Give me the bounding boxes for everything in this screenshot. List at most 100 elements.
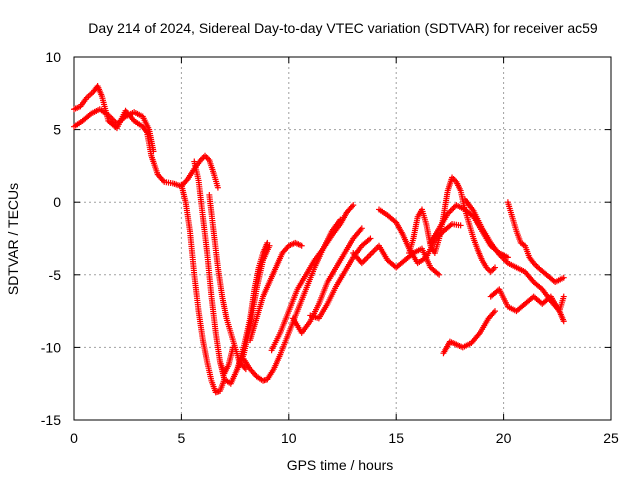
interpolated-points <box>254 295 266 320</box>
interpolated-points <box>451 221 462 229</box>
data-point <box>560 318 567 325</box>
chart-title: Day 214 of 2024, Sidereal Day-to-day VTE… <box>88 20 598 36</box>
interpolated-points <box>72 119 84 129</box>
interpolated-points <box>204 361 214 382</box>
interpolated-points <box>191 273 202 312</box>
x-axis-label: GPS time / hours <box>287 457 394 473</box>
interpolated-points <box>532 280 544 292</box>
interpolated-points <box>91 84 100 94</box>
interpolated-points <box>115 114 128 126</box>
data-point <box>504 254 511 261</box>
interpolated-points <box>536 265 549 277</box>
interpolated-points <box>342 256 356 274</box>
interpolated-points <box>265 367 276 381</box>
series-track-9 <box>240 216 344 384</box>
interpolated-points <box>454 342 465 350</box>
interpolated-points <box>437 212 450 230</box>
interpolated-points <box>195 310 206 342</box>
interpolated-points <box>519 240 527 248</box>
interpolated-points <box>514 302 527 313</box>
x-tick-label: 0 <box>70 430 78 446</box>
data-point <box>457 222 464 229</box>
series-track-20 <box>487 286 567 315</box>
interpolated-points <box>463 197 476 213</box>
interpolated-points <box>334 251 347 269</box>
series-track-2 <box>71 106 157 155</box>
interpolated-points <box>228 331 238 349</box>
interpolated-points <box>156 173 166 184</box>
data-points <box>71 83 567 396</box>
interpolated-points <box>497 288 510 308</box>
data-point <box>367 235 374 242</box>
interpolated-points <box>515 265 527 275</box>
interpolated-points <box>466 223 476 240</box>
data-point <box>492 264 499 271</box>
data-point <box>150 148 157 155</box>
interpolated-points <box>140 115 152 131</box>
interpolated-points <box>200 339 210 363</box>
series-track-17 <box>461 196 567 325</box>
data-point <box>560 293 567 300</box>
interpolated-points <box>214 388 222 395</box>
data-point <box>367 251 374 258</box>
interpolated-points <box>429 265 441 277</box>
interpolated-points <box>416 255 428 266</box>
interpolated-points <box>241 357 253 371</box>
interpolated-points <box>228 367 240 385</box>
series-track-8 <box>247 239 305 344</box>
interpolated-points <box>81 111 93 123</box>
interpolated-points <box>557 295 567 313</box>
interpolated-points <box>219 295 230 320</box>
data-point <box>492 308 499 315</box>
interpolated-points <box>475 248 485 262</box>
interpolated-points <box>146 128 157 153</box>
y-tick-label: -15 <box>41 412 61 428</box>
interpolated-points <box>269 331 283 352</box>
interpolated-points <box>273 251 285 269</box>
interpolated-points <box>523 270 536 284</box>
x-tick-label: 20 <box>496 430 512 446</box>
interpolated-points <box>463 207 476 219</box>
interpolated-points <box>325 266 338 284</box>
interpolated-points <box>469 331 482 345</box>
series-track-7 <box>234 242 273 373</box>
interpolated-points <box>419 208 429 225</box>
interpolated-points <box>187 230 198 276</box>
interpolated-points <box>95 84 105 98</box>
interpolated-points <box>334 270 347 288</box>
interpolated-points <box>394 258 407 270</box>
interpolated-points <box>89 107 102 116</box>
interpolated-points <box>260 244 272 262</box>
interpolated-points <box>454 180 463 192</box>
x-tick-label: 25 <box>603 430 619 446</box>
interpolated-points <box>304 259 317 276</box>
series-track-18 <box>504 199 567 286</box>
interpolated-points <box>478 317 491 335</box>
interpolated-points <box>544 273 557 284</box>
interpolated-points <box>222 377 233 386</box>
interpolated-points <box>410 215 421 240</box>
interpolated-points <box>241 317 253 349</box>
interpolated-points <box>428 227 442 245</box>
interpolated-points <box>206 158 217 175</box>
interpolated-points <box>277 331 292 356</box>
interpolated-points <box>316 302 330 320</box>
interpolated-points <box>484 265 493 274</box>
y-axis-label: SDTVAR / TECUs <box>5 183 21 295</box>
interpolated-points <box>351 226 364 241</box>
data-point <box>298 242 305 249</box>
interpolated-points <box>254 259 266 291</box>
interpolated-points <box>78 96 89 108</box>
interpolated-points <box>325 285 339 305</box>
interpolated-points <box>506 261 518 270</box>
series-track-4 <box>191 158 236 377</box>
interpolated-points <box>200 215 210 254</box>
interpolated-points <box>209 379 219 394</box>
y-tick-label: -10 <box>41 339 61 355</box>
interpolated-points <box>509 215 519 233</box>
interpolated-points <box>557 309 567 323</box>
interpolated-points <box>280 244 291 255</box>
interpolated-points <box>412 246 424 256</box>
data-point <box>487 268 494 275</box>
